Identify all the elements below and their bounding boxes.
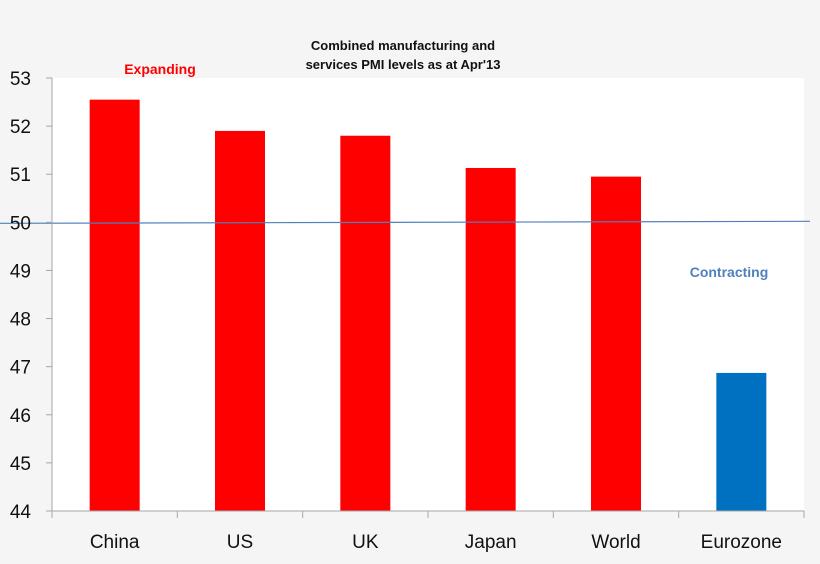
x-tick-label: World [591, 532, 640, 553]
y-tick-label: 49 [10, 261, 31, 282]
reference-line-50 [0, 220, 811, 224]
chart-title-line-2: services PMI levels as at Apr'13 [306, 57, 501, 72]
x-tick-label: Japan [465, 532, 517, 553]
y-tick-label: 44 [10, 502, 32, 523]
x-tick-label: UK [352, 532, 379, 553]
y-tick-label: 48 [10, 310, 31, 331]
y-tick-label: 53 [10, 69, 31, 90]
bar-uk [340, 135, 391, 511]
annotation-contracting: Contracting [690, 264, 769, 280]
y-tick-label: 50 [10, 213, 31, 234]
bar-world [591, 176, 641, 511]
plot-area [52, 78, 804, 511]
x-tick-label: Eurozone [701, 532, 782, 553]
y-tick-label: 45 [10, 454, 31, 475]
x-tick-label: China [90, 532, 140, 553]
x-tick-label: US [227, 532, 253, 553]
y-tick-label: 47 [10, 358, 31, 379]
bar-china [89, 99, 140, 512]
bar-us [215, 130, 265, 511]
y-tick-label: 51 [10, 165, 31, 186]
bar-japan [465, 167, 516, 511]
chart-title-line-1: Combined manufacturing and [311, 38, 495, 53]
y-tick-label: 46 [10, 406, 31, 427]
annotation-expanding: Expanding [124, 61, 196, 77]
y-tick-label: 52 [10, 117, 31, 138]
bar-eurozone [716, 372, 767, 511]
